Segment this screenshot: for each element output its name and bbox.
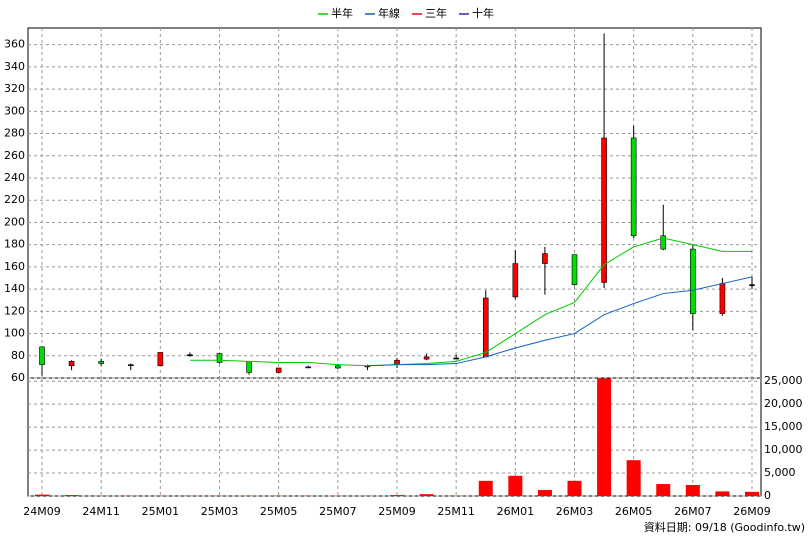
x-tick-label: 25M01 (142, 505, 180, 518)
legend-label: 年線 (378, 6, 400, 20)
candle-body (690, 249, 695, 313)
volume-bar (627, 460, 641, 496)
volume-bar (597, 378, 611, 496)
candle-body (158, 352, 163, 365)
y-tick-label: 180 (4, 238, 25, 251)
y-tick-label: 120 (4, 304, 25, 317)
y-tick-label: 80 (11, 349, 25, 362)
y-tick-label: 340 (4, 60, 25, 73)
candle-body (572, 255, 577, 285)
volume-bar (65, 495, 79, 496)
candle-body (602, 138, 607, 282)
y-tick-label: 160 (4, 260, 25, 273)
volume-bar (686, 485, 700, 496)
x-tick-label: 24M11 (82, 505, 120, 518)
y-tick-label: 260 (4, 149, 25, 162)
candle-body (99, 361, 104, 363)
y-tick-label: 300 (4, 104, 25, 117)
volume-bar (508, 476, 522, 496)
y-tick-label: 200 (4, 215, 25, 228)
candle-body (424, 357, 429, 359)
plot-frame (28, 28, 761, 378)
candle-body (69, 361, 74, 365)
candle-body (128, 365, 133, 366)
candle-body (247, 361, 252, 372)
x-tick-label: 25M11 (437, 505, 475, 518)
candle-body (187, 355, 192, 356)
y-tick-label: 320 (4, 82, 25, 95)
y-tick-label: 360 (4, 38, 25, 51)
x-tick-label: 26M07 (674, 505, 712, 518)
x-tick-label: 25M07 (319, 505, 357, 518)
candle-body (276, 368, 281, 372)
x-tick-label: 24M09 (23, 505, 61, 518)
legend-label: 三年 (425, 6, 447, 20)
volume-bar (745, 492, 759, 496)
y2-tick-label: 10,000 (764, 443, 803, 456)
footer: 資料日期: 09/18 (Goodinfo.tw) (644, 520, 805, 534)
y-tick-label: 280 (4, 127, 25, 140)
candle-body (483, 298, 488, 357)
y-tick-label: 60 (11, 371, 25, 384)
x-tick-label: 25M03 (201, 505, 239, 518)
plot-frame (28, 378, 761, 496)
x-tick-label: 26M01 (497, 505, 535, 518)
legend-label: 半年 (331, 6, 353, 20)
volume-bar (538, 490, 552, 496)
y2-tick-label: 25,000 (764, 374, 803, 387)
y2-tick-label: 5,000 (764, 466, 796, 479)
candle-body (513, 264, 518, 297)
volume-bar (35, 495, 49, 496)
candle-body (454, 358, 459, 359)
candle-body (631, 138, 636, 236)
x-tick-label: 26M05 (615, 505, 653, 518)
y-tick-label: 100 (4, 327, 25, 340)
volume-bar (656, 484, 670, 496)
y2-tick-label: 20,000 (764, 397, 803, 410)
y-tick-label: 140 (4, 282, 25, 295)
candle-body (217, 354, 222, 363)
candle-body (335, 366, 340, 368)
legend-label: 十年 (472, 6, 494, 20)
x-tick-label: 26M09 (733, 505, 771, 518)
candle-body (40, 347, 45, 365)
volume-bar (568, 481, 582, 496)
candle-body (750, 285, 755, 286)
volume-bar (479, 481, 493, 496)
y-tick-label: 220 (4, 193, 25, 206)
volume-bar (715, 491, 729, 496)
y-tick-label: 240 (4, 171, 25, 184)
x-tick-label: 25M09 (378, 505, 416, 518)
volume-bar (420, 494, 434, 496)
y2-tick-label: 15,000 (764, 420, 803, 433)
candle-body (720, 284, 725, 314)
candle-body (542, 254, 547, 264)
x-tick-label: 25M05 (260, 505, 298, 518)
volume-bar (390, 495, 404, 496)
candle-body (395, 360, 400, 364)
candle-body (306, 367, 311, 368)
x-tick-label: 26M03 (556, 505, 594, 518)
y2-tick-label: 0 (764, 489, 771, 502)
